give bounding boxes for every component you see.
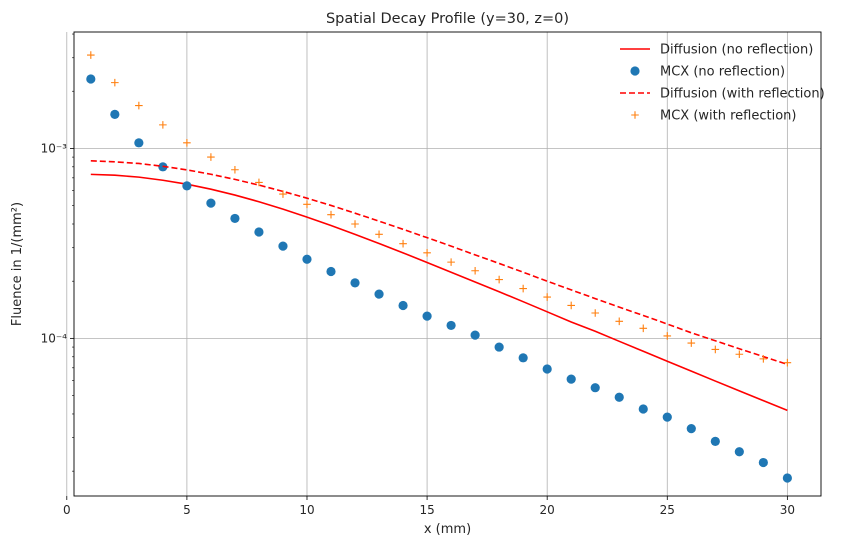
y-tick-label: 10⁻³ bbox=[41, 141, 68, 155]
data-point bbox=[351, 220, 359, 228]
data-point bbox=[662, 412, 672, 422]
data-point bbox=[255, 178, 263, 187]
data-point bbox=[590, 383, 600, 393]
data-point bbox=[494, 342, 504, 352]
x-tick-label: 15 bbox=[419, 503, 434, 517]
data-point bbox=[206, 198, 216, 208]
series-mcx-with-reflection bbox=[87, 51, 792, 367]
data-point bbox=[398, 300, 408, 311]
data-point bbox=[543, 293, 551, 301]
x-tick-label: 25 bbox=[660, 503, 675, 517]
data-point bbox=[134, 138, 144, 148]
data-point bbox=[326, 266, 336, 277]
data-point bbox=[758, 457, 768, 468]
series-line bbox=[90, 173, 788, 412]
x-tick-label: 20 bbox=[540, 503, 555, 517]
x-tick-label: 30 bbox=[780, 503, 795, 517]
data-point bbox=[759, 355, 768, 363]
data-point bbox=[183, 139, 191, 147]
data-point bbox=[135, 101, 143, 110]
data-point bbox=[591, 309, 600, 317]
data-point bbox=[399, 239, 407, 248]
data-point bbox=[86, 74, 96, 84]
grid bbox=[66, 32, 821, 496]
series-line bbox=[90, 160, 788, 366]
data-point bbox=[422, 311, 432, 321]
data-point bbox=[782, 473, 792, 483]
legend-item: Diffusion (no reflection) bbox=[620, 43, 813, 58]
legend-item: Diffusion (with reflection) bbox=[620, 87, 825, 102]
data-point bbox=[374, 289, 384, 299]
data-point bbox=[471, 266, 479, 275]
data-point bbox=[423, 249, 431, 257]
x-tick-label: 5 bbox=[183, 503, 191, 517]
data-point bbox=[639, 324, 648, 333]
data-point bbox=[446, 320, 456, 331]
data-point bbox=[302, 254, 312, 264]
chart-title: Spatial Decay Profile (y=30, z=0) bbox=[326, 11, 569, 27]
data-point bbox=[231, 165, 239, 174]
data-point bbox=[686, 424, 696, 434]
legend-item: MCX (with reflection) bbox=[631, 109, 796, 124]
data-point bbox=[711, 345, 720, 354]
data-point bbox=[350, 278, 360, 288]
series-diffusion-with-reflection bbox=[90, 160, 788, 366]
x-tick-label: 10 bbox=[299, 503, 314, 517]
data-point bbox=[159, 121, 167, 129]
y-tick-label: 10⁻⁴ bbox=[41, 331, 68, 345]
data-point bbox=[783, 358, 792, 367]
data-point bbox=[182, 181, 192, 191]
legend-swatch bbox=[630, 66, 640, 76]
data-point bbox=[518, 353, 528, 363]
data-point bbox=[687, 339, 696, 347]
data-point bbox=[447, 258, 455, 266]
data-point bbox=[207, 153, 215, 161]
data-point bbox=[278, 241, 288, 251]
data-point bbox=[87, 51, 95, 59]
legend-label: Diffusion (with reflection) bbox=[660, 87, 825, 102]
legend: Diffusion (no reflection) MCX (no reflect… bbox=[620, 43, 825, 124]
data-point bbox=[614, 392, 624, 402]
axis-ticks: 0 5 10 15 20 25 30 10⁻⁴ 10⁻³ bbox=[41, 33, 795, 517]
data-point bbox=[615, 317, 624, 326]
data-point bbox=[111, 78, 119, 87]
data-point bbox=[542, 364, 552, 374]
y-axis-label: Fluence in 1/(mm²) bbox=[10, 202, 25, 326]
series-diffusion-no-reflection bbox=[90, 173, 788, 412]
data-point bbox=[254, 227, 264, 237]
series-mcx-no-reflection bbox=[86, 74, 792, 483]
data-point bbox=[734, 447, 744, 457]
data-point bbox=[663, 332, 672, 340]
legend-label: Diffusion (no reflection) bbox=[660, 43, 813, 58]
legend-item: MCX (no reflection) bbox=[630, 65, 785, 80]
x-tick-label: 0 bbox=[63, 503, 71, 517]
data-point bbox=[519, 284, 527, 293]
legend-swatch bbox=[631, 111, 639, 119]
data-point bbox=[735, 350, 744, 359]
data-point bbox=[566, 374, 576, 384]
data-point bbox=[495, 275, 503, 284]
data-point bbox=[279, 190, 287, 198]
data-point bbox=[327, 210, 335, 219]
data-point bbox=[230, 213, 240, 224]
data-point bbox=[710, 436, 720, 446]
data-point bbox=[470, 330, 480, 340]
plot-frame bbox=[73, 31, 822, 497]
legend-label: MCX (with reflection) bbox=[660, 109, 796, 124]
data-point bbox=[638, 404, 648, 414]
x-axis-label: x (mm) bbox=[424, 522, 471, 537]
data-point bbox=[303, 200, 311, 209]
legend-label: MCX (no reflection) bbox=[660, 65, 785, 80]
data-point bbox=[375, 230, 383, 239]
data-point bbox=[567, 301, 575, 310]
series-layer bbox=[86, 51, 792, 483]
data-point bbox=[110, 109, 120, 120]
